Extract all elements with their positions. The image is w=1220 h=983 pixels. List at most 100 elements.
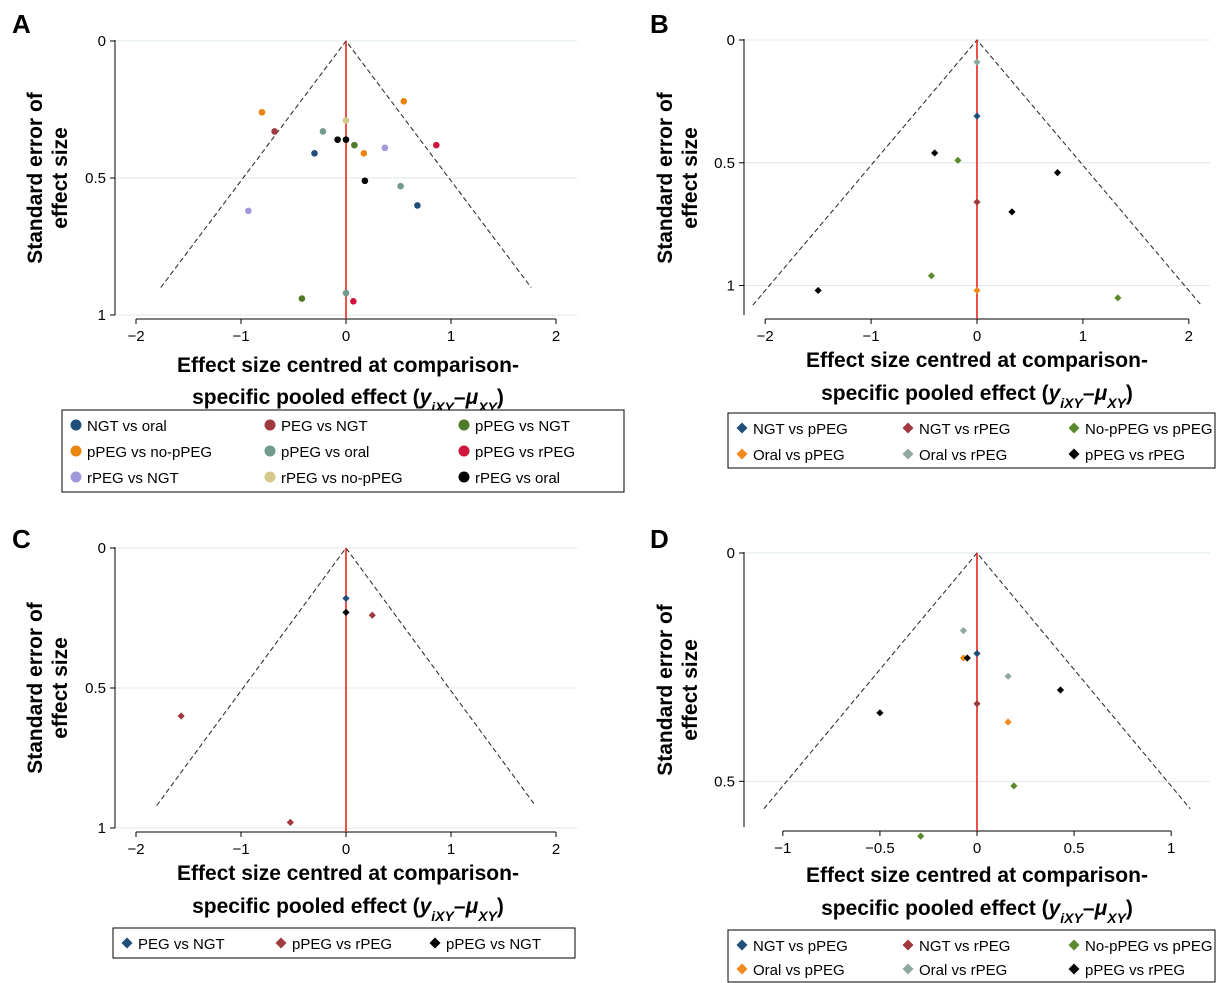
panel-b: B 0 0.5 1 −2 −1 0 1 2 Standard error ofeffect siz… <box>650 9 1216 469</box>
legend-box <box>727 929 1216 983</box>
legend-box <box>727 412 1216 469</box>
legend-label: PEG vs NGT <box>281 418 368 435</box>
data-point <box>298 295 306 302</box>
y-tick-label: 0 <box>727 545 735 562</box>
legend-marker <box>1068 422 1080 434</box>
data-point <box>973 286 981 295</box>
legend-marker <box>902 448 914 460</box>
data-point <box>245 207 252 215</box>
data-point <box>400 97 408 105</box>
x-tick-label: −2 <box>757 328 774 345</box>
legend-label: NGT vs pPEG <box>753 421 848 438</box>
legend-label: pPEG vs oral <box>281 444 369 461</box>
x-tick-label: 1 <box>447 841 455 858</box>
x-tick-label: −1 <box>863 328 880 345</box>
legend-marker <box>429 937 441 949</box>
data-point <box>368 611 376 619</box>
x-tick-label: −2 <box>127 328 144 345</box>
legend: NGT vs pPEG NGT vs rPEG No-pPEG vs pPEG Ora… <box>727 929 1216 983</box>
legend-label: pPEG vs rPEG <box>1085 447 1185 464</box>
x-axis-label-line1: Effect size centred at comparison- <box>806 349 1148 372</box>
panel-letter: A <box>12 9 31 39</box>
x-axis-label-part: iXY <box>1060 395 1084 411</box>
panel-letter: C <box>12 524 31 554</box>
x-tick-label: 1 <box>1167 840 1175 857</box>
x-tick-label: 1 <box>447 328 455 345</box>
y-axis-label-line: effect size <box>679 639 702 741</box>
legend-marker <box>264 471 276 483</box>
x-axis-label-part: iXY <box>431 908 455 924</box>
x-axis-label-line2: specific pooled effect (yiXY–μXY) <box>821 897 1133 926</box>
x-tick-label: −1 <box>232 328 249 345</box>
x-axis-label-part: y <box>419 386 433 409</box>
data-point <box>342 289 350 297</box>
x-tick-label: 1 <box>1079 328 1087 345</box>
legend-marker <box>1068 448 1080 460</box>
x-axis-label-part: XY <box>477 908 498 924</box>
legend-label: PEG vs NGT <box>138 936 225 953</box>
legend-marker <box>70 471 82 483</box>
x-axis-label-part: μ <box>1094 382 1108 405</box>
y-tick-label: 0.5 <box>714 773 735 790</box>
data-point <box>433 141 440 149</box>
x-axis-label-part: ) <box>497 386 504 409</box>
data-point <box>342 117 350 124</box>
x-axis-label-part: y <box>1048 382 1062 405</box>
data-point <box>1114 294 1122 302</box>
x-axis-label-line1: Effect size centred at comparison- <box>177 862 519 885</box>
x-tick-label: 0.5 <box>1064 840 1085 857</box>
legend-label: pPEG vs no-pPEG <box>87 444 212 461</box>
y-axis-label-line: Standard error of <box>654 91 677 264</box>
legend-label: pPEG vs rPEG <box>292 936 392 953</box>
panel-a: A 0 0.5 1 −2 −1 0 1 2 Standard error ofeffect siz… <box>12 9 625 493</box>
legend-label: pPEG vs NGT <box>446 936 541 953</box>
legend-label: NGT vs oral <box>87 418 167 435</box>
legend-marker <box>1068 939 1080 951</box>
legend-label: pPEG vs NGT <box>475 418 570 435</box>
data-point <box>271 128 278 135</box>
legend-marker <box>121 937 133 949</box>
data-point <box>1008 208 1016 216</box>
legend-marker <box>902 963 914 975</box>
y-axis-label: Standard error ofeffect size <box>24 91 72 264</box>
x-tick-label: 2 <box>1185 328 1193 345</box>
legend-marker <box>275 937 287 949</box>
x-axis-label-part: XY <box>1106 910 1127 926</box>
x-axis-label-part: – <box>1083 382 1095 405</box>
data-point <box>397 182 404 190</box>
y-axis-label-line: Standard error of <box>24 91 47 264</box>
legend-box <box>61 409 625 493</box>
x-axis-label-part: – <box>454 895 466 918</box>
legend-label: No-pPEG vs pPEG <box>1085 938 1213 955</box>
y-tick-label: 0 <box>727 32 735 49</box>
y-axis-label-line: effect size <box>49 637 72 739</box>
data-point <box>342 136 350 143</box>
x-axis-label-part: iXY <box>1060 910 1084 926</box>
data-point <box>342 594 350 602</box>
x-tick-label: −2 <box>127 841 144 858</box>
legend-marker <box>736 422 748 434</box>
legend-label: rPEG vs oral <box>475 470 560 487</box>
data-point <box>917 832 925 840</box>
data-point <box>381 144 389 152</box>
data-point <box>350 298 357 305</box>
x-tick-label: 0 <box>342 841 350 858</box>
y-tick-label: 0.5 <box>85 170 106 187</box>
y-tick-label: 0.5 <box>714 155 735 172</box>
legend-label: rPEG vs no-pPEG <box>281 470 403 487</box>
legend-label: pPEG vs rPEG <box>475 444 575 461</box>
legend-label: NGT vs rPEG <box>919 421 1010 438</box>
x-tick-label: −1 <box>774 840 791 857</box>
legend-marker <box>264 419 276 431</box>
legend-marker <box>458 471 470 483</box>
data-point <box>954 156 962 164</box>
x-axis-label-part: y <box>1048 897 1062 920</box>
y-tick-label: 0 <box>98 540 106 557</box>
data-point <box>342 608 350 616</box>
legend-label: NGT vs pPEG <box>753 938 848 955</box>
y-tick-label: 1 <box>727 278 735 295</box>
legend-label: NGT vs rPEG <box>919 938 1010 955</box>
legend-label: No-pPEG vs pPEG <box>1085 421 1213 438</box>
y-tick-label: 1 <box>98 820 106 837</box>
